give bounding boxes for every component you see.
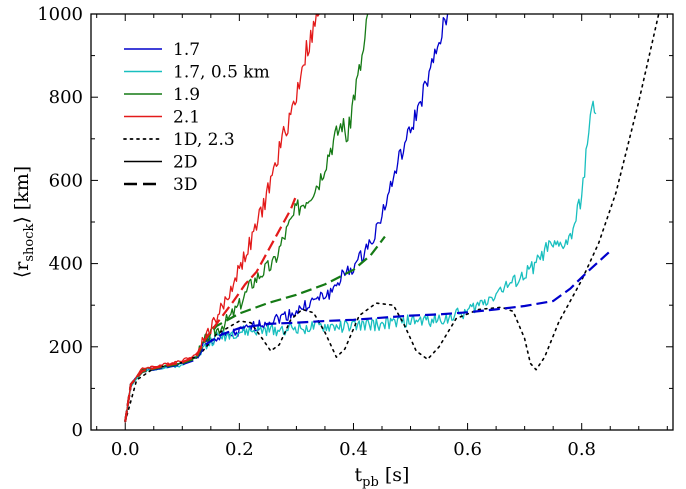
series-line-1-7-3d [124,250,611,422]
legend-label: 2D [173,153,197,173]
y-tick-label: 800 [49,87,83,108]
y-tick-label: 600 [49,170,83,191]
x-tick-label: 0.8 [567,439,596,460]
series-line-1-9-2d [124,14,369,423]
series-line-1-7-0-5-km-2d [124,100,597,423]
x-tick-label: 0.2 [225,439,254,460]
x-tick-label: 0.6 [453,439,482,460]
legend-label: 1D, 2.3 [173,130,235,150]
x-tick-label: 0.0 [111,439,140,460]
legend-label: 1.7, 0.5 km [173,63,270,83]
legend-label: 1.7 [173,40,200,60]
y-tick-label: 1000 [37,4,83,25]
legend-label: 3D [173,175,197,195]
y-tick-label: 400 [49,254,83,275]
x-tick-label: 0.4 [339,439,368,460]
series-layer [124,14,660,423]
y-tick-label: 0 [72,420,83,441]
legend-label: 2.1 [173,108,200,128]
legend-label: 1.9 [173,85,200,105]
series-line-1-9-3d [124,235,386,422]
x-axis-label: tpb [s] [355,464,410,489]
y-tick-label: 200 [49,337,83,358]
series-line-2-1-3d [124,194,298,422]
y-axis-label: ⟨rshock⟩ [km] [11,166,37,278]
ticks-layer: 0.0 0.2 0.4 0.6 0.8 0 200 400 600 800 1000 [37,4,673,460]
